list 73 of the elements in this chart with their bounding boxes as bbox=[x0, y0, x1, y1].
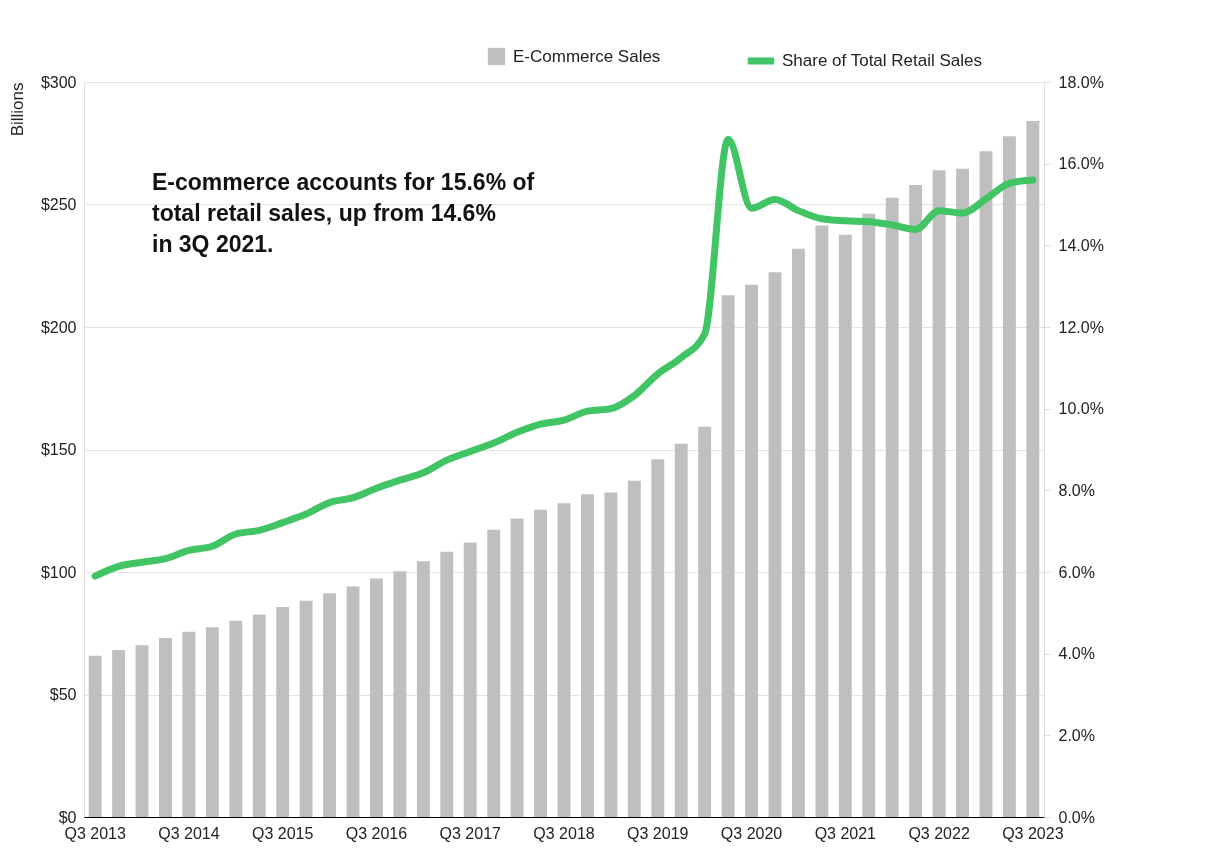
bar bbox=[651, 459, 665, 817]
bar bbox=[932, 170, 946, 817]
bar bbox=[557, 503, 571, 817]
bar bbox=[346, 586, 360, 817]
bar bbox=[510, 518, 524, 817]
bar bbox=[323, 593, 337, 817]
bar bbox=[205, 627, 219, 817]
y2-tick-label: 2.0% bbox=[1058, 726, 1095, 744]
bar bbox=[229, 620, 243, 817]
x-tick-label: Q3 2013 bbox=[64, 824, 126, 842]
bar bbox=[791, 248, 805, 817]
bar bbox=[627, 480, 641, 817]
legend-label: E-Commerce Sales bbox=[513, 46, 661, 66]
bar bbox=[159, 637, 172, 817]
y2-tick-label: 0.0% bbox=[1058, 808, 1095, 826]
bar bbox=[182, 631, 196, 817]
bar bbox=[88, 655, 102, 817]
y2-tick-label: 6.0% bbox=[1058, 563, 1095, 581]
bar bbox=[440, 551, 454, 817]
y2-tick-label: 16.0% bbox=[1058, 155, 1104, 173]
y-tick-label: $250 bbox=[40, 196, 77, 213]
x-tick-label: Q3 2022 bbox=[908, 824, 970, 842]
x-tick-label: Q3 2020 bbox=[720, 824, 783, 842]
y-tick-label: $150 bbox=[40, 441, 77, 458]
legend-label: Share of Total Retail Sales bbox=[782, 51, 983, 70]
bar bbox=[885, 197, 899, 817]
bar bbox=[909, 184, 923, 817]
y-tick-label: $300 bbox=[40, 73, 77, 91]
bar bbox=[1026, 120, 1040, 817]
bar bbox=[581, 494, 594, 817]
bar bbox=[252, 614, 266, 817]
bar bbox=[534, 509, 547, 817]
x-tick-label: Q3 2019 bbox=[627, 824, 689, 842]
y2-tick-label: 8.0% bbox=[1058, 481, 1095, 499]
bar bbox=[416, 561, 430, 817]
y-tick-label: $50 bbox=[49, 686, 77, 703]
y-tick-label: $0 bbox=[58, 808, 77, 826]
bar bbox=[674, 443, 688, 817]
bar bbox=[135, 645, 149, 817]
bar bbox=[370, 578, 383, 817]
x-tick-label: Q3 2016 bbox=[345, 824, 408, 842]
x-tick-label: Q3 2023 bbox=[1002, 824, 1064, 842]
bar bbox=[838, 234, 852, 817]
y2-tick-label: 4.0% bbox=[1058, 645, 1095, 663]
bar bbox=[956, 168, 969, 817]
bar bbox=[698, 426, 712, 817]
y-axis-title: Billions bbox=[7, 82, 27, 137]
x-tick-label: Q3 2015 bbox=[251, 824, 314, 842]
bar bbox=[768, 272, 782, 817]
x-tick-label: Q3 2014 bbox=[158, 824, 220, 842]
bar bbox=[815, 225, 829, 817]
y2-tick-label: 14.0% bbox=[1058, 236, 1104, 254]
bar bbox=[979, 151, 993, 817]
annotation: E-commerce accounts for 15.6% of total retail sales, up from 14.6% in 3Q 2021. bbox=[152, 169, 535, 257]
y-tick-label: $100 bbox=[40, 563, 77, 581]
bar bbox=[862, 213, 876, 817]
bar bbox=[276, 607, 290, 817]
bar bbox=[745, 284, 758, 817]
bar bbox=[463, 542, 477, 817]
bar bbox=[604, 492, 618, 817]
x-tick-label: Q3 2018 bbox=[533, 824, 595, 842]
bar bbox=[393, 571, 407, 817]
x-tick-label: Q3 2017 bbox=[439, 824, 502, 842]
y2-tick-label: 10.0% bbox=[1058, 400, 1104, 418]
bar bbox=[299, 600, 313, 817]
bar bbox=[112, 649, 126, 817]
y2-tick-label: 12.0% bbox=[1058, 318, 1104, 336]
bar bbox=[1002, 136, 1016, 817]
x-tick-label: Q3 2021 bbox=[814, 824, 877, 842]
bar bbox=[487, 529, 501, 817]
y2-tick-label: 18.0% bbox=[1058, 73, 1104, 91]
bar bbox=[721, 295, 735, 817]
y-tick-label: $200 bbox=[40, 318, 77, 336]
